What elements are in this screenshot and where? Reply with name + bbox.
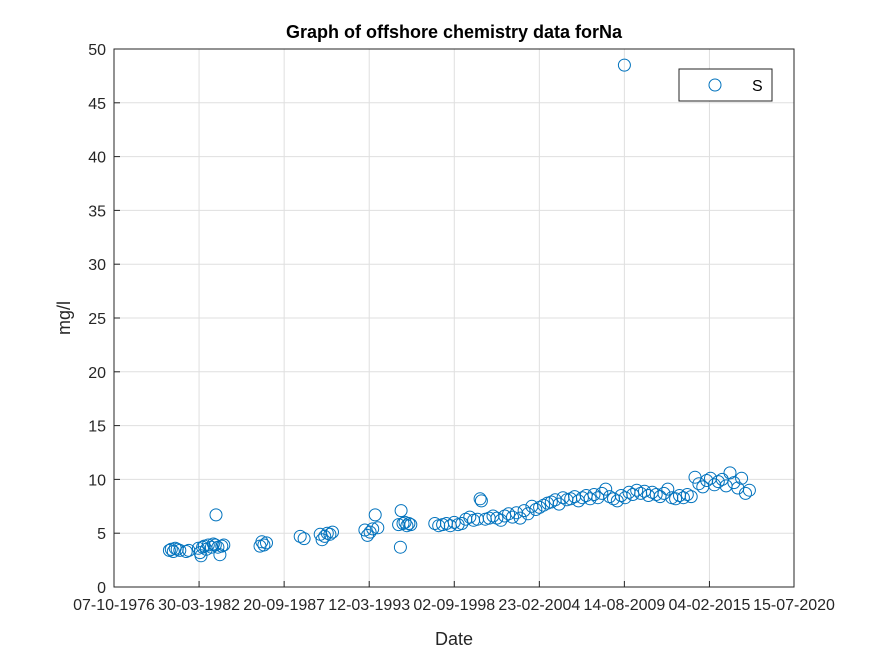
data-point (213, 548, 227, 562)
data-point (361, 528, 374, 542)
data-point (739, 486, 752, 500)
data-point (255, 535, 269, 549)
x-tick-label: 23-02-2004 (498, 597, 580, 614)
data-point (692, 477, 706, 491)
x-axis-label: Date (435, 629, 473, 649)
x-tick-label: 14-08-2009 (583, 597, 665, 614)
data-point (368, 508, 382, 522)
data-point (626, 488, 640, 501)
data-point (688, 470, 702, 484)
data-point (715, 472, 729, 486)
x-tick-label: 04-02-2015 (669, 597, 751, 614)
data-point (474, 494, 488, 508)
data-point (723, 466, 737, 480)
data-point (595, 486, 609, 500)
legend-label: S (752, 78, 763, 95)
y-tick-label: 25 (88, 311, 106, 328)
y-tick-label: 30 (88, 257, 106, 274)
data-point (684, 490, 698, 504)
y-tick-label: 40 (88, 150, 106, 167)
data-point (513, 511, 527, 525)
data-point (742, 483, 756, 497)
data-point (297, 532, 311, 546)
data-point (363, 525, 377, 539)
data-point (587, 488, 601, 501)
x-tick-label: 30-03-1982 (158, 597, 240, 614)
x-tick-label: 20-09-1987 (243, 597, 325, 614)
data-point (209, 508, 223, 522)
data-point (676, 491, 690, 505)
y-tick-label: 45 (88, 96, 106, 113)
data-point (711, 475, 725, 489)
data-point (217, 538, 231, 552)
y-tick-label: 5 (97, 526, 106, 543)
y-axis-label: mg/l (54, 301, 74, 335)
data-point (583, 492, 597, 506)
ticks (113, 48, 795, 588)
data-point (201, 538, 215, 552)
y-tick-label: 35 (88, 203, 106, 220)
data-point (396, 517, 410, 530)
data-point (617, 58, 631, 72)
data-point (366, 522, 380, 536)
data-point (394, 504, 408, 518)
data-point (402, 517, 416, 530)
data-point (206, 537, 220, 551)
x-tick-labels: 07-10-1976 30-03-1982 20-09-1987 12-03-1993… (73, 597, 835, 614)
x-tick-label: 15-07-2020 (753, 597, 835, 614)
data-point (473, 492, 487, 506)
data-points (162, 58, 756, 563)
data-point (657, 486, 671, 500)
y-tick-label: 20 (88, 365, 106, 382)
x-tick-label: 07-10-1976 (73, 597, 155, 614)
chart-title: Graph of offshore chemistry data forNa (286, 22, 623, 42)
y-tick-label: 0 (97, 580, 106, 597)
y-tick-label: 10 (88, 472, 106, 489)
data-point (661, 482, 675, 496)
legend: S (678, 68, 773, 102)
legend-box (678, 68, 773, 102)
data-point (204, 540, 218, 554)
y-tick-label: 15 (88, 419, 106, 436)
y-tick-label: 50 (88, 42, 106, 59)
data-point (669, 492, 683, 506)
data-point (502, 507, 516, 521)
data-point (630, 483, 644, 497)
data-point (521, 507, 535, 521)
data-point (498, 509, 512, 523)
data-point (257, 538, 271, 552)
data-point (393, 540, 407, 554)
y-tick-labels: 0 5 10 15 20 25 30 35 40 45 50 (88, 42, 106, 597)
data-point (326, 525, 339, 539)
data-point (544, 495, 558, 509)
x-tick-label: 02-09-1998 (413, 597, 495, 614)
data-point (529, 503, 543, 516)
data-point (599, 482, 613, 496)
data-point (260, 536, 273, 550)
data-point (194, 549, 208, 563)
grid (113, 48, 795, 588)
data-point (463, 510, 477, 524)
data-point (404, 518, 418, 532)
data-point (215, 539, 229, 553)
data-point (293, 529, 307, 543)
data-point (371, 521, 385, 535)
data-point (166, 545, 180, 558)
data-point (552, 497, 566, 511)
data-point (173, 543, 187, 557)
x-tick-label: 12-03-1993 (328, 597, 410, 614)
data-point (323, 527, 337, 541)
data-point (638, 484, 651, 498)
data-point (455, 517, 469, 530)
data-point (506, 510, 519, 524)
data-point (735, 471, 749, 485)
legend-marker (708, 78, 722, 92)
